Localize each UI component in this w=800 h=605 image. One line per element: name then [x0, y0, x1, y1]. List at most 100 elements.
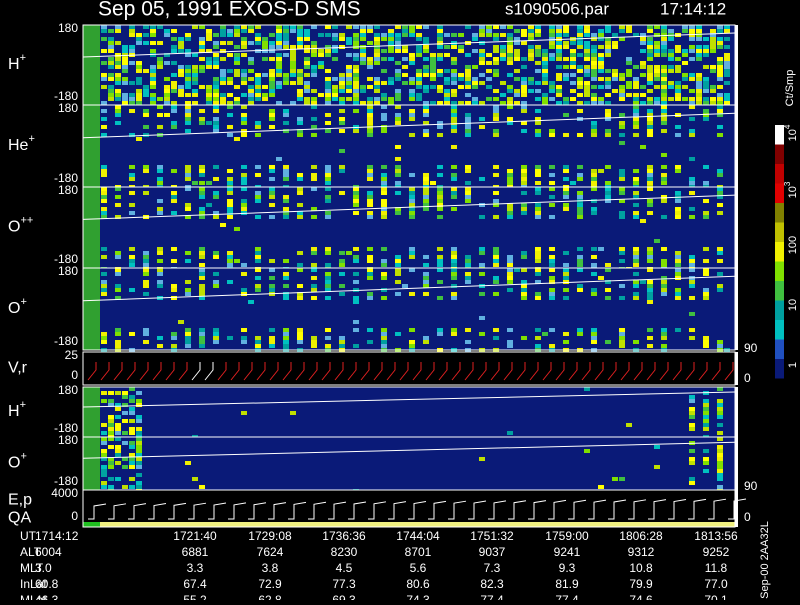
spectrogram-cell	[115, 29, 121, 33]
spectrogram-cell	[122, 77, 128, 81]
colorbar-label-exp: 4	[783, 124, 792, 129]
spectrogram-cell	[332, 37, 338, 41]
spectrogram-cell	[556, 65, 562, 69]
spectrogram-cell	[577, 45, 583, 49]
spectrogram-cell	[717, 399, 723, 403]
spectrogram-cell	[584, 65, 590, 69]
spectrogram-cell	[535, 251, 541, 255]
spectrogram-cell	[304, 29, 310, 33]
spectrogram-cell	[619, 199, 625, 203]
spectrogram-cell	[591, 255, 597, 259]
spectrogram-cell	[605, 181, 611, 185]
table-cell: 72.9	[258, 577, 282, 591]
spectrogram-cell	[703, 211, 709, 215]
spectrogram-cell	[507, 101, 513, 105]
spectrogram-cell	[577, 29, 583, 33]
spectrogram-cell	[647, 65, 653, 69]
spectrogram-cell	[157, 65, 163, 69]
spectrogram-cell	[129, 332, 135, 336]
spectrogram-cell	[591, 57, 597, 61]
spectrogram-cell	[318, 65, 324, 69]
spectrogram-cell	[353, 53, 359, 57]
spectrogram-cell	[374, 101, 380, 105]
spectrogram-cell	[325, 187, 331, 191]
spectrogram-cell	[213, 251, 219, 255]
spectrogram-cell	[381, 57, 387, 61]
spectrogram-cell	[199, 288, 205, 292]
spectrogram-cell	[185, 129, 191, 133]
spectrogram-cell	[689, 284, 695, 288]
spectrogram-cell	[633, 255, 639, 259]
spectrogram-cell	[136, 453, 142, 457]
spectrogram-cell	[171, 344, 177, 348]
spectrogram-cell	[381, 328, 387, 332]
velocity-trace	[217, 362, 227, 381]
energy-step	[428, 500, 447, 520]
spectrogram-cell	[556, 25, 562, 29]
spectrogram-cell	[661, 344, 667, 348]
colorbar-segment	[775, 242, 784, 262]
spectrogram-cell	[402, 57, 408, 61]
spectrogram-cell	[143, 268, 149, 272]
spectrogram-cell	[269, 117, 275, 121]
spectrogram-cell	[640, 85, 646, 89]
velocity-trace	[724, 362, 734, 381]
table-cell: 70.1	[704, 593, 728, 600]
spectrogram-cell	[514, 41, 520, 45]
spectrogram-cell	[311, 268, 317, 272]
spectrogram-cell	[535, 292, 541, 296]
spectrogram-cell	[325, 49, 331, 53]
spectrogram-cell	[717, 45, 723, 49]
spectrogram-cell	[241, 187, 247, 191]
spectrogram-cell	[227, 29, 233, 33]
colorbar-segment	[775, 164, 784, 184]
spectrogram-cell	[157, 125, 163, 129]
colorbar-label: 10	[787, 299, 799, 311]
spectrogram-cell	[136, 415, 142, 419]
spectrogram-cell	[717, 211, 723, 215]
spectrogram-cell	[584, 85, 590, 89]
energy-step	[88, 503, 107, 520]
spectrogram-cell	[157, 25, 163, 29]
spectrogram-cell	[451, 105, 457, 109]
spectrogram-cell	[437, 165, 443, 169]
spectrogram-cell	[213, 129, 219, 133]
spectrogram-cell	[262, 41, 268, 45]
spectrogram-cell	[199, 41, 205, 45]
spectrogram-cell	[367, 85, 373, 89]
spectrogram-cell	[591, 173, 597, 177]
energy-step	[368, 501, 387, 520]
spectrogram-cell	[619, 336, 625, 340]
spectrogram-cell	[479, 41, 485, 45]
spectrogram-cell	[451, 328, 457, 332]
spectrogram-cell	[549, 247, 555, 251]
spectrogram-cell	[227, 105, 233, 109]
spectrogram-cell	[381, 173, 387, 177]
spectrogram-cell	[283, 344, 289, 348]
spectrogram-cell	[472, 65, 478, 69]
table-cell: 10.8	[629, 561, 653, 575]
spectrogram-cell	[675, 93, 681, 97]
spectrogram-cell	[115, 296, 121, 300]
spectrogram-cell	[381, 105, 387, 109]
colorbar-segment	[775, 320, 784, 340]
spectrogram-cell	[570, 73, 576, 77]
y-tick-label: 180	[58, 433, 78, 447]
spectrogram-cell	[437, 69, 443, 73]
spectrogram-cell	[199, 169, 205, 173]
spectrogram-cell	[325, 45, 331, 49]
spectrogram-cell	[423, 49, 429, 53]
spectrogram-cell	[479, 263, 485, 267]
spectrogram-cell	[696, 57, 702, 61]
energy-step	[608, 499, 627, 520]
spectrogram-cell	[598, 97, 604, 101]
spectrogram-cell	[535, 344, 541, 348]
spectrogram-cell	[395, 207, 401, 211]
spectrogram-cell	[206, 33, 212, 37]
spectrogram-cell	[689, 157, 695, 161]
spectrogram-cell	[563, 29, 569, 33]
spectrogram-cell	[689, 73, 695, 77]
spectrogram-cell	[675, 169, 681, 173]
spectrogram-cell	[122, 411, 128, 415]
spectrogram-cell	[395, 280, 401, 284]
